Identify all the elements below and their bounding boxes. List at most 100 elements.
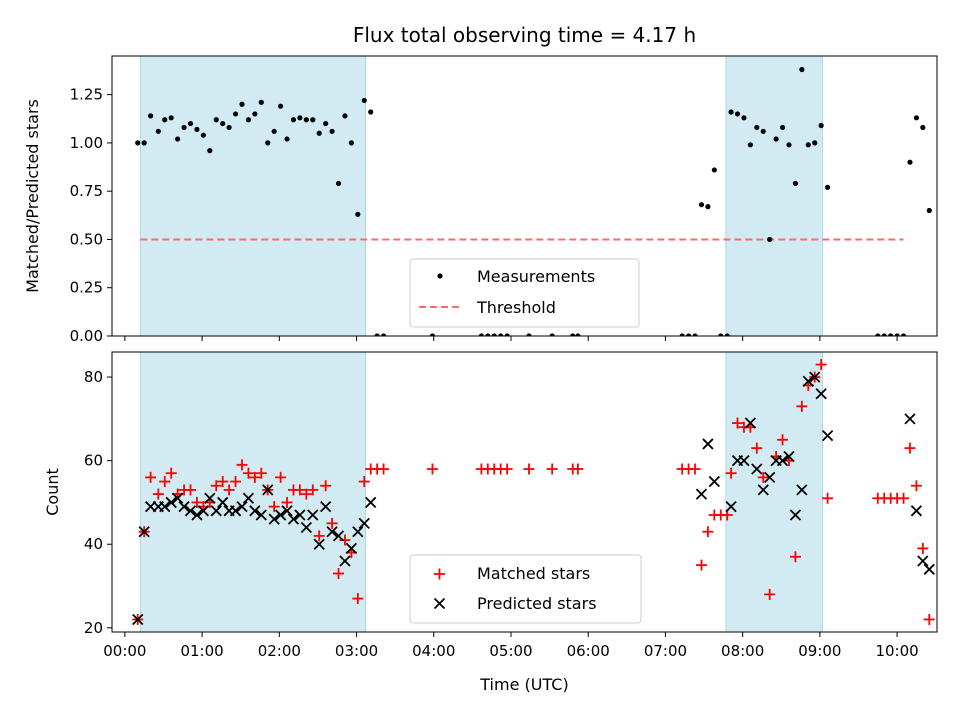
x-tick-label-0: 00:00 bbox=[103, 642, 146, 660]
matched-star-point-52 bbox=[695, 559, 707, 571]
predicted-star-point-21 bbox=[268, 513, 280, 525]
y-tick-label-1: 0.25 bbox=[70, 279, 103, 297]
measurement-point-43 bbox=[498, 333, 504, 336]
measurement-point-74 bbox=[881, 333, 887, 336]
bottom-y-axis-label: Count bbox=[43, 468, 62, 516]
matched-star-point-22 bbox=[275, 471, 287, 483]
legend-measurements-marker bbox=[437, 273, 443, 279]
measurement-point-78 bbox=[907, 159, 913, 165]
measurement-point-28 bbox=[316, 130, 322, 136]
matched-star-point-3 bbox=[152, 488, 164, 500]
matched-star-point-46 bbox=[546, 463, 558, 475]
matched-star-point-27 bbox=[307, 484, 319, 496]
matched-star-point-9 bbox=[191, 496, 203, 508]
measurement-point-15 bbox=[232, 111, 239, 117]
matched-star-point-29 bbox=[320, 480, 332, 492]
measurement-point-62 bbox=[760, 128, 766, 134]
predicted-star-point-24 bbox=[287, 513, 300, 525]
measurement-point-26 bbox=[303, 117, 309, 123]
shaded-interval-2 bbox=[725, 56, 823, 336]
predicted-star-point-59 bbox=[923, 563, 935, 575]
measurement-point-42 bbox=[491, 333, 497, 336]
top-shaded-intervals bbox=[139, 56, 823, 336]
legend-threshold-label: Threshold bbox=[476, 298, 556, 317]
matched-star-point-58 bbox=[732, 417, 744, 429]
measurement-point-76 bbox=[894, 333, 900, 336]
matched-star-point-25 bbox=[294, 484, 306, 496]
bottom-axes-frame bbox=[111, 351, 938, 633]
measurement-point-66 bbox=[786, 142, 792, 148]
predicted-star-point-16 bbox=[236, 500, 248, 513]
matched-star-point-61 bbox=[751, 442, 763, 454]
matched-star-point-77 bbox=[898, 492, 910, 504]
predicted-star-point-8 bbox=[184, 505, 197, 517]
measurement-point-20 bbox=[265, 140, 271, 146]
legend-predicted-marker bbox=[433, 597, 446, 610]
measurement-point-21 bbox=[271, 128, 277, 134]
matched-star-point-45 bbox=[523, 463, 535, 475]
y-tick-label-0: 0.00 bbox=[70, 327, 103, 345]
matched-star-point-4 bbox=[159, 476, 171, 488]
predicted-star-point-1 bbox=[138, 526, 150, 538]
measurement-point-29 bbox=[323, 120, 329, 127]
measurement-point-34 bbox=[355, 211, 361, 217]
matched-star-point-72 bbox=[822, 492, 834, 504]
matched-star-point-57 bbox=[725, 467, 737, 479]
measurement-point-72 bbox=[825, 184, 831, 190]
measurement-point-12 bbox=[213, 117, 219, 123]
measurement-point-59 bbox=[741, 115, 747, 121]
bottom-x-axis-label: Time (UTC) bbox=[479, 675, 568, 694]
predicted-star-point-6 bbox=[172, 492, 184, 504]
measurement-point-10 bbox=[200, 132, 206, 138]
y-tick-label-0: 20 bbox=[84, 619, 103, 637]
predicted-star-point-39 bbox=[708, 475, 720, 488]
top-y-ticks: 0.00 0.25 0.50 0.75 1.00 1.25 bbox=[70, 86, 112, 345]
matched-star-point-12 bbox=[210, 480, 222, 492]
predicted-star-point-40 bbox=[725, 500, 737, 513]
measurement-point-73 bbox=[875, 333, 881, 336]
measurement-point-75 bbox=[888, 333, 894, 336]
measurement-point-70 bbox=[812, 140, 818, 146]
predicted-star-point-15 bbox=[229, 505, 242, 517]
matched-star-point-48 bbox=[572, 463, 584, 475]
matched-star-point-51 bbox=[689, 463, 701, 475]
measurement-point-39 bbox=[429, 333, 436, 336]
measurement-point-4 bbox=[162, 117, 168, 123]
measurement-point-38 bbox=[380, 333, 387, 336]
predicted-star-point-31 bbox=[332, 530, 345, 542]
measurement-point-7 bbox=[181, 124, 187, 131]
matched-star-point-23 bbox=[281, 496, 293, 508]
matched-star-point-30 bbox=[326, 517, 338, 529]
measurement-point-9 bbox=[194, 126, 200, 132]
predicted-star-point-43 bbox=[744, 417, 757, 429]
predicted-star-point-56 bbox=[904, 413, 916, 425]
top-axes-frame bbox=[111, 55, 938, 337]
predicted-star-point-7 bbox=[178, 500, 190, 513]
predicted-star-point-46 bbox=[764, 471, 776, 484]
matched-star-point-79 bbox=[910, 480, 922, 492]
measurement-point-8 bbox=[187, 120, 194, 127]
y-tick-label-2: 0.50 bbox=[70, 230, 103, 248]
measurement-point-69 bbox=[805, 142, 811, 148]
measurement-point-46 bbox=[549, 333, 555, 336]
measurement-point-49 bbox=[679, 333, 685, 336]
measurement-point-36 bbox=[368, 109, 374, 115]
predicted-star-point-20 bbox=[262, 484, 274, 496]
matched-star-point-8 bbox=[185, 484, 197, 496]
measurement-point-2 bbox=[148, 113, 154, 119]
predicted-star-point-23 bbox=[281, 505, 293, 517]
matched-star-point-5 bbox=[165, 467, 177, 479]
legend-measurements-label: Measurements bbox=[477, 267, 595, 286]
matched-star-point-38 bbox=[378, 463, 390, 475]
predicted-star-point-11 bbox=[204, 492, 216, 504]
predicted-star-point-57 bbox=[910, 505, 923, 517]
x-tick-label-7: 07:00 bbox=[644, 642, 687, 660]
matched-star-point-31 bbox=[333, 567, 345, 579]
predicted-star-point-58 bbox=[917, 555, 929, 567]
predicted-star-point-36 bbox=[365, 496, 377, 509]
matched-star-point-34 bbox=[352, 593, 364, 605]
matched-star-point-80 bbox=[917, 542, 929, 554]
predicted-star-point-37 bbox=[695, 488, 708, 500]
matched-star-point-32 bbox=[339, 534, 351, 546]
